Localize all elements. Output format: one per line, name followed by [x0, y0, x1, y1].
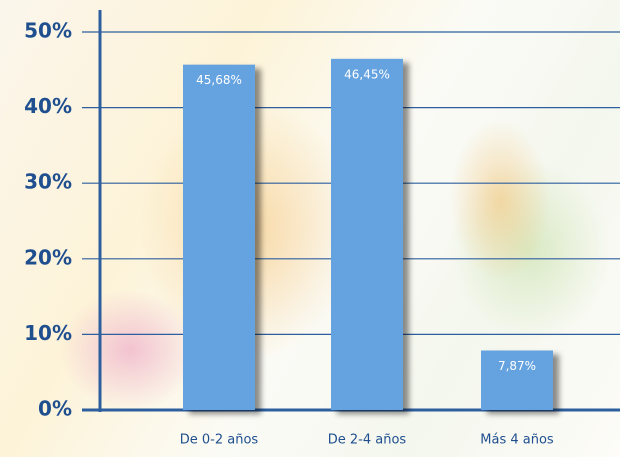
y-tick-label: 30% — [24, 170, 72, 194]
bar — [481, 350, 553, 410]
y-tick-label: 40% — [24, 94, 72, 118]
x-tick-label: Más 4 años — [480, 433, 554, 448]
x-tick-label: De 2-4 años — [328, 433, 407, 448]
x-tick-label: De 0-2 años — [180, 433, 259, 448]
value-label: 45,68% — [196, 73, 242, 87]
value-label: 46,45% — [344, 67, 390, 81]
background-art — [60, 290, 200, 410]
y-tick-label: 10% — [24, 321, 72, 345]
value-label: 7,87% — [498, 359, 536, 373]
y-tick-label: 20% — [24, 245, 72, 269]
bar — [331, 58, 403, 410]
bar — [183, 64, 255, 410]
y-tick-label: 50% — [24, 19, 72, 43]
background-art — [450, 120, 550, 280]
y-tick-label: 0% — [38, 397, 72, 421]
